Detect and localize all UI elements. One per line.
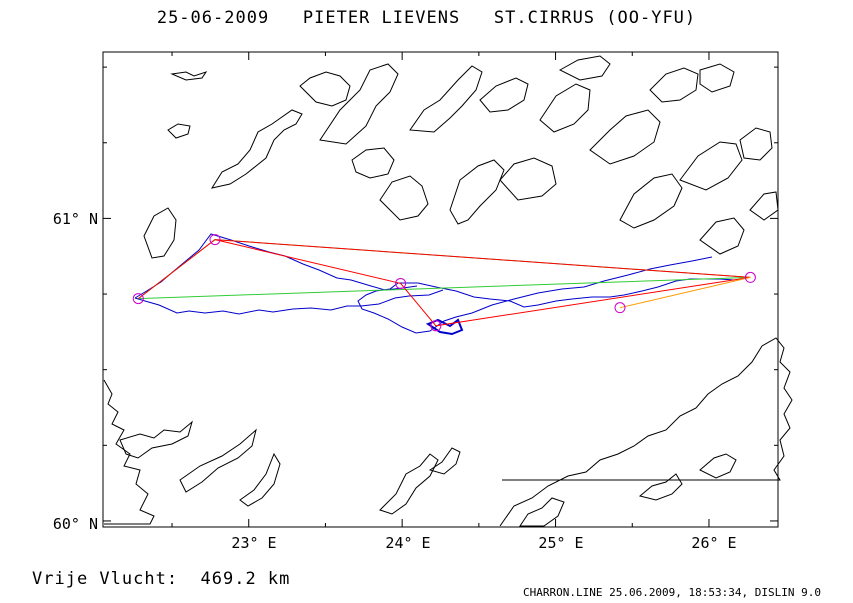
lake-outline [699,63,735,93]
software-credit: CHARRON.LINE 25.06.2009, 18:53:34, DISLI… [522,586,821,599]
turnpoint-marker-5 [614,302,626,314]
lake-outline [351,147,395,179]
track-cluster [425,318,464,336]
lat-label-60: 60° N [53,515,98,533]
south-coastline [103,379,155,525]
lake-outline [299,71,351,107]
flight-date: 25-06-2009 [156,8,270,28]
map-frame [102,51,779,528]
coastline-outlines [103,55,793,527]
south-coastline [638,473,683,501]
lake-outline [479,77,529,113]
turnpoint-marker-6 [744,271,756,283]
south-coastline [179,428,257,493]
lake-outline [449,159,505,225]
south-coastline [119,420,193,459]
lat-label-61: 61° N [53,210,98,228]
lake-outline [558,55,611,81]
lake-outline [649,67,699,103]
south-coastline [379,453,439,515]
lon-label-26: 26° E [691,534,736,552]
lake-outline [749,191,779,221]
lake-outline [539,83,591,133]
turnpoint-cluster [425,318,464,336]
task-line-red [137,239,751,327]
task-line-orange [619,276,751,309]
lon-label-25: 25° E [538,534,583,552]
lake-outline [499,157,557,201]
task-lines [137,239,751,327]
lon-label-23: 23° E [231,534,276,552]
turnpoints [132,234,756,332]
south-coastline [519,497,565,527]
free-flight-distance: Vrije Vlucht: 469.2 km [32,569,291,589]
task-line-green [137,239,751,300]
glider-name: ST.CIRRUS (OO-YFU) [493,8,697,28]
lake-outline [409,65,483,133]
south-coastline [699,453,737,479]
turnpoint-marker-2 [209,234,221,246]
lake-outline [319,63,399,145]
lon-label-24: 24° E [385,534,430,552]
pilot-name: PIETER LIEVENS [302,8,461,28]
lake-outline [699,217,745,255]
lake-outline [170,71,208,81]
lake-outline [589,109,661,165]
lake-outline [619,173,683,229]
lake-outline [739,127,773,161]
lake-outline [143,207,177,259]
lake-outline [679,141,743,191]
flight-track [134,233,735,334]
turnpoint-marker-3 [395,277,407,289]
lat-labels: 61° N 60° N [53,210,98,533]
south-coastline [428,447,461,475]
axis-ticks [103,52,778,527]
lon-labels: 23° E 24° E 25° E 26° E [231,534,736,552]
lake-outline [210,109,303,189]
map-title: 25-06-2009 PIETER LIEVENS ST.CIRRUS (OO-… [0,8,853,28]
south-coastline [239,452,281,507]
south-coastline [499,337,793,527]
turnpoint-marker-4 [430,320,442,332]
lake-outline [379,175,429,221]
lake-outline [167,123,191,139]
turnpoint-marker-1 [132,293,144,305]
